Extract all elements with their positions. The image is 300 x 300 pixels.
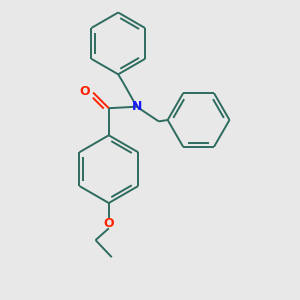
Text: O: O [103, 217, 114, 230]
Text: O: O [80, 85, 90, 98]
Text: N: N [132, 100, 142, 113]
